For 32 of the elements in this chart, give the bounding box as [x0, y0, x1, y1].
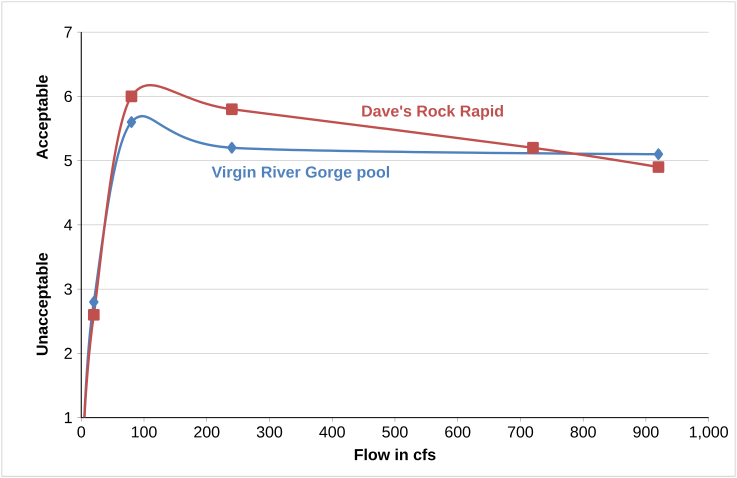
x-tick-label: 400 — [319, 426, 345, 438]
x-tick-label: 300 — [256, 426, 282, 438]
x-tick-label: 0 — [77, 426, 86, 438]
point — [527, 142, 539, 154]
x-tick-label: 900 — [633, 426, 659, 438]
x-tick-label: 700 — [508, 426, 534, 438]
series-label: Virgin River Gorge pool — [212, 166, 390, 181]
text: Unacceptable — [36, 252, 51, 356]
x-tick-label: 800 — [570, 426, 596, 438]
y-tick-label: 2 — [64, 348, 72, 359]
x-tick-label: 100 — [132, 426, 157, 438]
text: Acceptable — [36, 75, 51, 160]
point — [88, 308, 100, 321]
y-tick-label: 5 — [64, 155, 72, 166]
y-tick-label: 4 — [64, 219, 72, 230]
point — [89, 296, 98, 308]
y-tick-label: 7 — [64, 26, 72, 38]
x-tick-label: 600 — [445, 426, 470, 438]
point — [126, 90, 138, 102]
point — [227, 142, 237, 154]
point — [226, 103, 238, 116]
y-tick-label: 6 — [64, 90, 72, 102]
series-label: Dave's Rock Rapid — [362, 104, 503, 120]
point — [126, 116, 136, 128]
y-tick-label: 3 — [64, 283, 72, 295]
x-axis-title: Flow in cfs — [354, 448, 436, 460]
y-tick-label: 1 — [64, 412, 72, 424]
x-tick-label: 1,000 — [690, 426, 728, 440]
point — [652, 161, 664, 173]
point — [654, 148, 664, 160]
x-tick-label: 200 — [194, 426, 220, 438]
x-tick-label: 500 — [382, 426, 408, 438]
